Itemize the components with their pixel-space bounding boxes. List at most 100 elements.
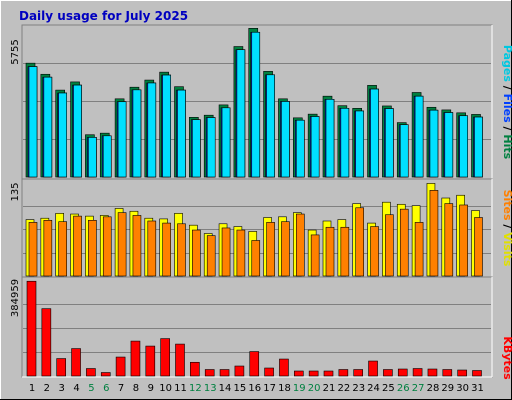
x-tick-label: 27 bbox=[412, 383, 425, 394]
bar-kbytes bbox=[368, 360, 378, 377]
x-tick-label: 16 bbox=[248, 383, 261, 394]
bar-kbytes bbox=[457, 369, 467, 377]
bar-sites bbox=[370, 226, 379, 277]
bar-sites bbox=[474, 217, 483, 277]
bar-pages bbox=[474, 116, 483, 178]
x-tick-label: 28 bbox=[427, 383, 440, 394]
bar-kbytes bbox=[308, 370, 319, 377]
legend-visits: Visits bbox=[501, 232, 512, 267]
bar-pages bbox=[399, 124, 409, 178]
bar-kbytes bbox=[86, 368, 96, 377]
bar-pages bbox=[132, 89, 142, 178]
bar-kbytes bbox=[26, 280, 37, 377]
bar-sites bbox=[310, 234, 320, 277]
x-tick-label: 14 bbox=[219, 383, 232, 394]
x-tick-label: 8 bbox=[133, 383, 139, 394]
bar-sites bbox=[281, 221, 290, 277]
bar-sites bbox=[192, 229, 201, 277]
bar-sites bbox=[206, 235, 216, 277]
x-tick-label: 19 bbox=[293, 383, 306, 394]
middle-ymax-label: 135 bbox=[10, 182, 21, 201]
x-tick-label: 24 bbox=[367, 383, 380, 394]
bar-pages bbox=[192, 119, 201, 178]
bar-kbytes bbox=[338, 369, 349, 377]
bar-pages bbox=[340, 108, 350, 178]
top-panel-bars bbox=[25, 28, 483, 178]
bar-kbytes bbox=[234, 365, 245, 377]
bar-sites bbox=[414, 222, 424, 277]
svg-text:KBytes: KBytes bbox=[501, 336, 512, 380]
bar-pages bbox=[325, 99, 335, 178]
bottom-right-legend: KBytes bbox=[501, 336, 512, 380]
x-tick-label: 9 bbox=[148, 383, 154, 394]
svg-text:Sites / Visits: Sites / Visits bbox=[501, 190, 512, 267]
bar-kbytes bbox=[190, 361, 200, 377]
bar-pages bbox=[28, 66, 38, 178]
x-tick-label: 4 bbox=[73, 383, 79, 394]
bar-kbytes bbox=[397, 368, 408, 377]
bar-pages bbox=[444, 112, 454, 178]
bar-pages bbox=[117, 101, 127, 178]
x-tick-label: 10 bbox=[159, 383, 172, 394]
bar-kbytes bbox=[353, 369, 364, 377]
bar-pages bbox=[414, 95, 424, 178]
x-tick-label: 20 bbox=[308, 383, 321, 394]
bar-sites bbox=[266, 222, 275, 277]
bar-sites bbox=[177, 223, 186, 277]
x-tick-label: 2 bbox=[44, 383, 50, 394]
bar-kbytes bbox=[427, 368, 438, 377]
x-tick-label: 7 bbox=[118, 383, 124, 394]
x-tick-label: 18 bbox=[278, 383, 291, 394]
bar-kbytes bbox=[264, 367, 274, 377]
bar-pages bbox=[88, 137, 97, 178]
legend-kbytes: KBytes bbox=[501, 336, 512, 380]
bar-pages bbox=[370, 88, 379, 178]
bar-pages bbox=[177, 89, 186, 178]
bar-sites bbox=[444, 203, 454, 277]
bar-sites bbox=[459, 204, 468, 277]
x-tick-label: 25 bbox=[382, 383, 395, 394]
legend-hits: Hits bbox=[501, 134, 512, 159]
bar-sites bbox=[325, 226, 335, 277]
svg-text:Pages / Files / Hits: Pages / Files / Hits bbox=[501, 45, 512, 160]
bar-kbytes bbox=[442, 369, 453, 377]
legend-pages: Pages bbox=[501, 45, 512, 83]
bar-sites bbox=[147, 220, 157, 277]
middle-panel-bars bbox=[25, 183, 483, 277]
bar-sites bbox=[132, 215, 142, 277]
bar-pages bbox=[281, 101, 290, 178]
bar-pages bbox=[162, 74, 171, 178]
bar-kbytes bbox=[115, 356, 126, 377]
top-right-legend: Pages / Files / Hits bbox=[501, 45, 512, 160]
bar-pages bbox=[147, 82, 157, 178]
x-tick-label: 11 bbox=[174, 383, 187, 394]
bar-kbytes bbox=[293, 370, 304, 377]
bar-pages bbox=[236, 49, 246, 178]
bar-pages bbox=[295, 119, 305, 178]
x-tick-label: 6 bbox=[103, 383, 109, 394]
x-tick-label: 30 bbox=[456, 383, 469, 394]
bar-kbytes bbox=[219, 369, 230, 377]
bar-sites bbox=[295, 213, 305, 277]
bar-pages bbox=[266, 74, 275, 178]
bar-pages bbox=[58, 92, 68, 178]
x-tick-label: 12 bbox=[189, 383, 202, 394]
x-tick-label: 17 bbox=[263, 383, 276, 394]
x-tick-label: 21 bbox=[323, 383, 336, 394]
bar-kbytes bbox=[130, 340, 141, 377]
bar-sites bbox=[385, 214, 394, 277]
bar-sites bbox=[73, 215, 82, 277]
bar-sites bbox=[58, 221, 68, 277]
bar-kbytes bbox=[412, 368, 423, 377]
bar-kbytes bbox=[160, 338, 170, 377]
bar-kbytes bbox=[41, 308, 52, 377]
bar-sites bbox=[117, 212, 127, 277]
x-tick-label: 13 bbox=[204, 383, 217, 394]
bar-pages bbox=[429, 109, 439, 178]
bar-kbytes bbox=[71, 348, 81, 377]
x-tick-label: 15 bbox=[234, 383, 247, 394]
bar-sites bbox=[399, 208, 409, 277]
bar-sites bbox=[251, 240, 261, 277]
x-tick-label: 5 bbox=[88, 383, 94, 394]
bar-sites bbox=[221, 227, 231, 277]
